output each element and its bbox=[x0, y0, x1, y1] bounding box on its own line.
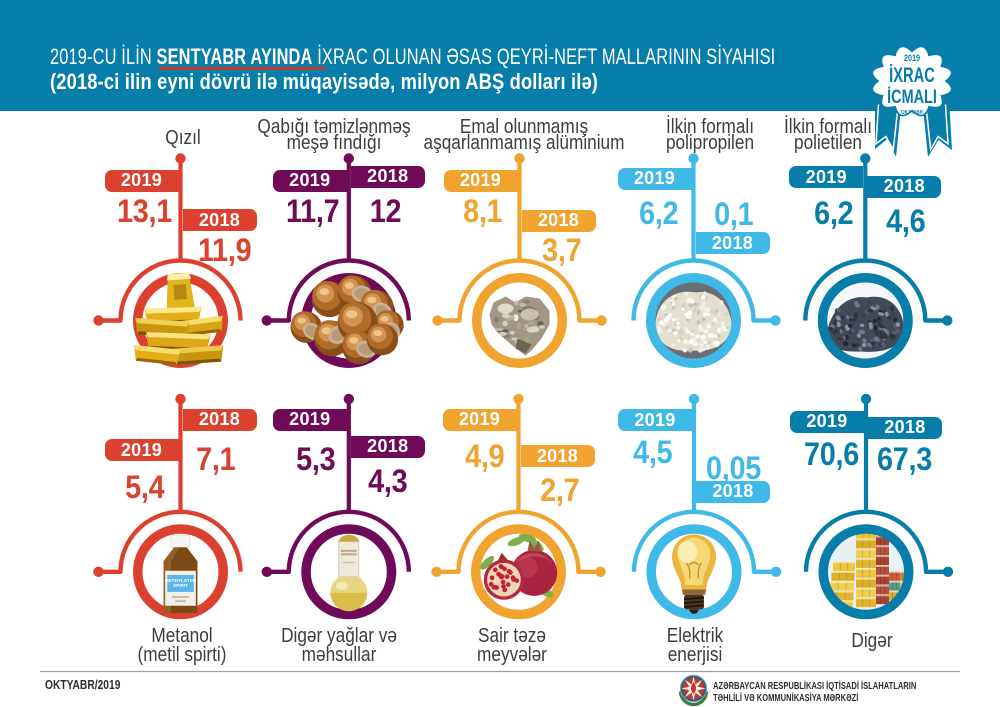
svg-text:SPIRIT: SPIRIT bbox=[173, 583, 188, 588]
svg-text:METHYLATED: METHYLATED bbox=[165, 578, 197, 583]
